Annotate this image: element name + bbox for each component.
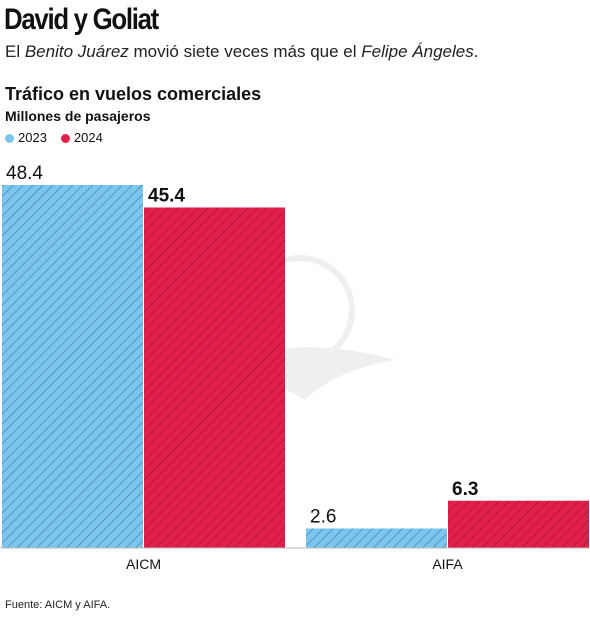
headline: David y Goliat [4,3,159,36]
legend-dot-2023 [5,133,14,143]
legend-item-2023: 2023 [5,129,47,147]
value-label-aicm-2023: 48.4 [6,163,43,184]
value-label-aifa-2024: 6.3 [452,479,478,500]
subhead-airport-1: Benito Juárez [24,42,129,61]
legend: 2023 2024 [5,129,103,147]
subhead-airport-2: Felipe Ángeles [361,42,474,61]
bar-hatch-aifa-2023 [306,528,447,548]
source-note: Fuente: AICM y AIFA. [5,599,111,611]
subhead-text-3: . [473,42,479,61]
bar-hatch-aifa-2024 [448,500,589,548]
category-label-aifa: AIFA [432,556,463,572]
bar-hatch-aicm-2024 [144,207,285,548]
bar-hatch-aicm-2023 [2,185,143,548]
legend-dot-2024 [60,133,70,143]
value-label-aicm-2024: 45.4 [148,186,185,207]
subhead-text-2: movió siete veces más que el [128,42,362,61]
legend-label-2024: 2024 [73,130,103,145]
subhead-text-1: El [5,42,25,61]
value-label-aifa-2023: 2.6 [310,507,336,528]
legend-item-2024: 2024 [60,129,103,147]
chart-title: Tráfico en vuelos comerciales [5,84,262,104]
subheadline: El Benito Juárez movió siete veces más q… [5,41,478,63]
legend-label-2023: 2023 [18,130,47,145]
category-label-aicm: AICM [126,556,161,572]
y-axis-label: Millones de pasajeros [5,108,151,124]
